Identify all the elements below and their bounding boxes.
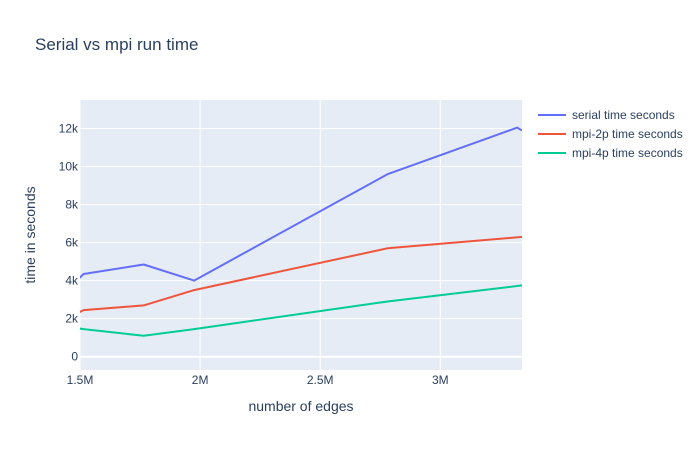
y-tick-label: 0 (71, 350, 78, 364)
y-tick-label: 2k (65, 312, 79, 326)
legend-label: serial time seconds (572, 108, 675, 122)
y-tick-label: 12k (59, 122, 79, 136)
y-tick-label: 8k (65, 198, 79, 212)
x-tick-label: 1.5M (67, 373, 94, 387)
series-lines (80, 126, 522, 337)
series-line-1 (80, 126, 522, 282)
x-tick-label: 2.5M (307, 373, 334, 387)
y-tick-label: 4k (65, 274, 79, 288)
legend-item-1[interactable]: serial time seconds (538, 108, 675, 122)
legend-item-2[interactable]: mpi-2p time seconds (538, 127, 683, 141)
y-tick-label: 10k (59, 160, 79, 174)
series-line-3 (80, 284, 522, 337)
tick-labels: 1.5M 2M 2.5M 3M 0 2k 4k 6k 8k 10k 12k (59, 122, 449, 387)
grid-lines (79, 100, 522, 370)
x-tick-label: 3M (432, 373, 449, 387)
y-tick-label: 6k (65, 236, 79, 250)
series-line-2 (80, 235, 522, 313)
y-axis-title: time in seconds (22, 186, 38, 283)
plot-area (80, 100, 522, 370)
legend-item-3[interactable]: mpi-4p time seconds (538, 146, 683, 160)
chart-title: Serial vs mpi run time (35, 35, 198, 54)
x-tick-label: 2M (192, 373, 209, 387)
legend-label: mpi-4p time seconds (572, 146, 683, 160)
x-axis-title: number of edges (248, 398, 353, 414)
legend-label: mpi-2p time seconds (572, 127, 683, 141)
legend[interactable]: serial time seconds mpi-2p time seconds mp… (538, 108, 683, 160)
